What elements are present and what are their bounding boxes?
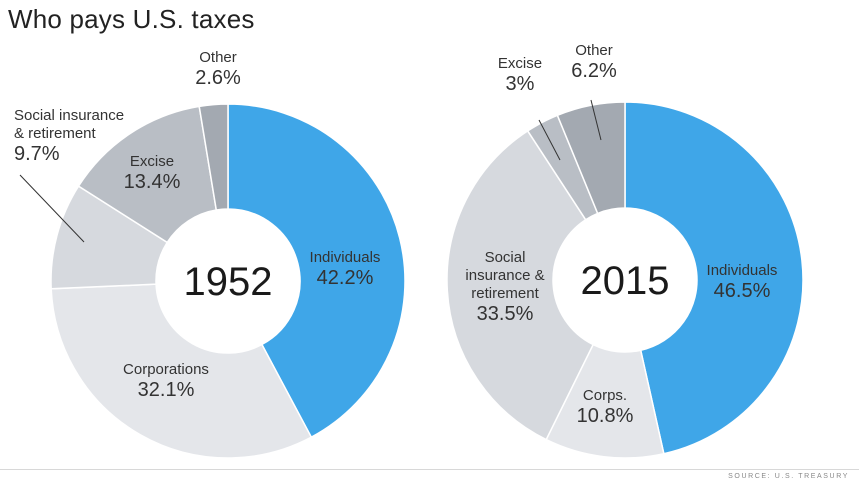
- slice-name-label-social-insurance-retirement: Social insurance: [14, 107, 124, 124]
- slice-name-label-social-insurance-retirement: Social: [485, 249, 526, 266]
- slice-name-label-excise: Excise: [498, 55, 542, 72]
- center-year-label: 1952: [184, 260, 273, 304]
- slice-value-label-excise: 13.4%: [124, 171, 181, 193]
- slice-name-label-individuals: Individuals: [310, 249, 381, 266]
- slice-name-label-social-insurance-retirement: retirement: [471, 285, 539, 302]
- slice-name-label-social-insurance-retirement: insurance &: [465, 267, 544, 284]
- slice-name-label-corporations: Corporations: [123, 361, 209, 378]
- slice-name-label-individuals: Individuals: [707, 262, 778, 279]
- slice-name-label-social-insurance-retirement: & retirement: [14, 125, 97, 142]
- slice-value-label-corps: 10.8%: [577, 405, 634, 427]
- slice-value-label-social-insurance-retirement: 33.5%: [477, 303, 534, 325]
- slice-value-label-corporations: 32.1%: [138, 379, 195, 401]
- footer-divider: [0, 469, 859, 470]
- slice-value-label-individuals: 46.5%: [714, 280, 771, 302]
- slice-name-label-other: Other: [199, 49, 237, 66]
- slice-name-label-excise: Excise: [130, 153, 174, 170]
- slice-value-label-individuals: 42.2%: [317, 267, 374, 289]
- donut-charts: 1952Individuals42.2%Corporations32.1%Soc…: [0, 0, 859, 484]
- center-year-label: 2015: [581, 259, 670, 303]
- slice-value-label-social-insurance-retirement: 9.7%: [14, 143, 60, 165]
- slice-value-label-other: 2.6%: [195, 67, 241, 89]
- slice-value-label-excise: 3%: [506, 73, 535, 95]
- source-note: SOURCE: U.S. TREASURY: [728, 473, 849, 480]
- slice-name-label-corps: Corps.: [583, 387, 627, 404]
- slice-value-label-other: 6.2%: [571, 60, 617, 82]
- slice-name-label-other: Other: [575, 42, 613, 59]
